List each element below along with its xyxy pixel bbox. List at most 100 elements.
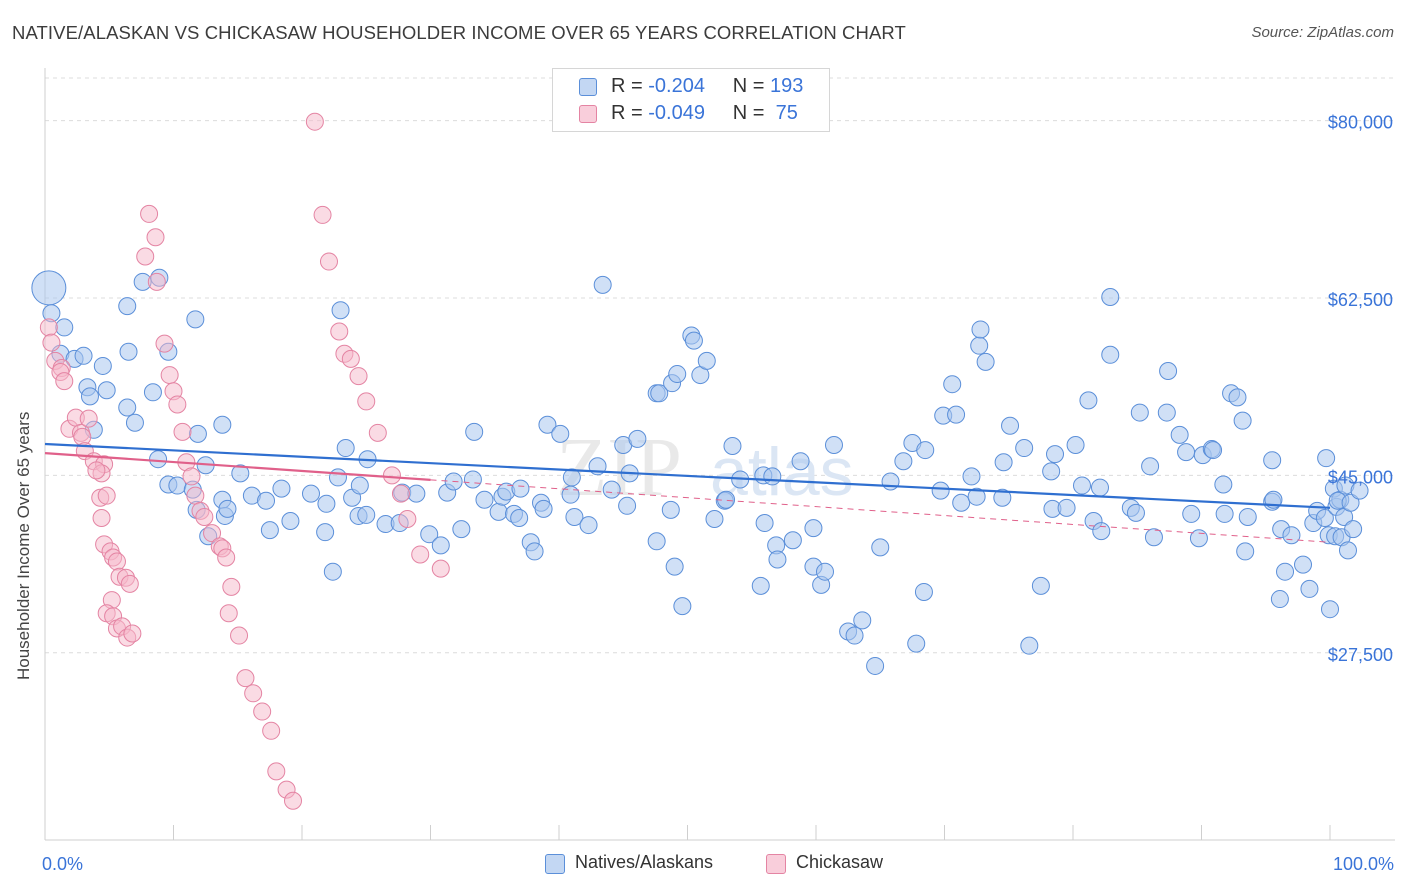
data-point-natives: [331, 301, 350, 320]
data-point-natives: [993, 488, 1012, 507]
data-point-natives: [976, 352, 995, 371]
data-point-chickasaw: [195, 507, 214, 526]
data-point-chickasaw: [284, 791, 303, 810]
data-point-natives: [1031, 576, 1050, 595]
data-point-natives: [1276, 562, 1295, 581]
data-point-natives: [97, 381, 116, 400]
data-point-chickasaw: [147, 272, 166, 291]
tick-labels: $27,500 $45,000 $62,500 $80,000 0.0% 100.0%: [42, 113, 1394, 874]
data-point-natives: [80, 387, 99, 406]
data-point-natives: [871, 538, 890, 557]
data-point-natives: [763, 467, 782, 486]
data-point-natives: [579, 516, 598, 535]
data-point-natives: [213, 415, 232, 434]
data-point-natives: [118, 297, 137, 316]
data-point-natives: [143, 383, 162, 402]
data-point-natives: [272, 479, 291, 498]
data-point-natives: [723, 437, 742, 456]
data-point-natives: [1159, 362, 1178, 381]
series-natives-points: [31, 268, 1369, 675]
data-point-chickasaw: [341, 349, 360, 368]
data-point-natives: [431, 536, 450, 555]
data-point-natives: [1072, 476, 1091, 495]
data-point-natives: [650, 384, 669, 403]
data-point-natives: [93, 356, 112, 375]
data-point-chickasaw: [349, 367, 368, 386]
data-point-natives: [697, 351, 716, 370]
data-point-natives: [1141, 457, 1160, 476]
data-point-natives: [967, 487, 986, 506]
data-point-natives: [328, 468, 347, 487]
data-point-natives: [281, 512, 300, 531]
data-point-natives: [1001, 416, 1020, 435]
data-point-natives: [815, 562, 834, 581]
data-point-chickasaw: [230, 626, 249, 645]
data-point-natives: [1282, 526, 1301, 545]
data-point-natives: [1350, 481, 1369, 500]
data-point-natives: [824, 436, 843, 454]
data-point-natives: [257, 491, 276, 510]
legend-n-label: N =: [732, 102, 765, 124]
data-point-chickasaw: [182, 467, 201, 486]
data-point-chickasaw: [168, 395, 187, 414]
data-point-natives: [1101, 345, 1120, 364]
data-point-chickasaw: [382, 466, 401, 485]
data-point-natives: [1042, 462, 1061, 481]
data-point-chickasaw: [79, 409, 98, 428]
data-point-chickasaw: [267, 762, 286, 781]
data-point-chickasaw: [173, 422, 192, 441]
chart-title: NATIVE/ALASKAN VS CHICKASAW HOUSEHOLDER …: [12, 22, 906, 43]
data-point-natives: [1079, 391, 1098, 410]
data-point-chickasaw: [203, 524, 222, 543]
data-point-natives: [665, 557, 684, 576]
data-point-chickasaw: [431, 559, 450, 578]
data-point-natives: [673, 597, 692, 616]
data-point-natives: [1215, 504, 1234, 523]
legend-n-label: N =: [732, 75, 765, 97]
data-point-natives: [1182, 504, 1201, 523]
data-point-natives: [1204, 441, 1223, 460]
data-point-natives: [31, 270, 67, 306]
data-point-chickasaw: [391, 484, 410, 503]
data-point-natives: [1236, 542, 1255, 561]
data-point-chickasaw: [160, 366, 179, 385]
data-point-natives: [994, 453, 1013, 472]
data-point-natives: [420, 525, 439, 544]
data-point-natives: [55, 318, 74, 337]
series-chickasaw-points: [39, 112, 450, 810]
data-point-natives: [947, 405, 966, 424]
data-point-natives: [768, 550, 787, 569]
data-point-natives: [1315, 508, 1334, 527]
data-point-natives: [1338, 541, 1357, 560]
data-point-chickasaw: [97, 486, 116, 505]
data-point-chickasaw: [155, 334, 174, 353]
data-point-natives: [1344, 520, 1363, 539]
data-point-natives: [510, 508, 529, 527]
data-point-natives: [231, 464, 250, 483]
data-point-natives: [962, 467, 981, 486]
data-point-natives: [970, 336, 989, 355]
trend-line-chickasaw: [44, 452, 431, 481]
data-point-chickasaw: [236, 669, 255, 688]
data-point-natives: [1126, 503, 1145, 522]
data-point-natives: [336, 439, 355, 458]
trend-line-chickasaw-extension: [430, 479, 1331, 543]
data-point-natives: [260, 521, 279, 540]
data-point-chickasaw: [140, 204, 159, 223]
data-point-natives: [1300, 579, 1319, 598]
data-point-chickasaw: [186, 486, 205, 505]
data-point-natives: [1238, 507, 1257, 526]
data-point-natives: [952, 493, 971, 512]
data-point-natives: [804, 519, 823, 538]
data-point-chickasaw: [305, 112, 324, 131]
data-point-natives: [538, 415, 557, 434]
data-point-natives: [1057, 498, 1076, 517]
data-point-natives: [705, 509, 724, 528]
grid-lines: [45, 77, 1395, 654]
data-point-chickasaw: [244, 684, 263, 703]
bottom-legend-label: Natives/Alaskans: [575, 852, 714, 872]
data-point-natives: [125, 413, 144, 432]
data-point-natives: [853, 611, 872, 630]
data-point-natives: [316, 523, 335, 542]
data-point-natives: [1317, 449, 1336, 468]
